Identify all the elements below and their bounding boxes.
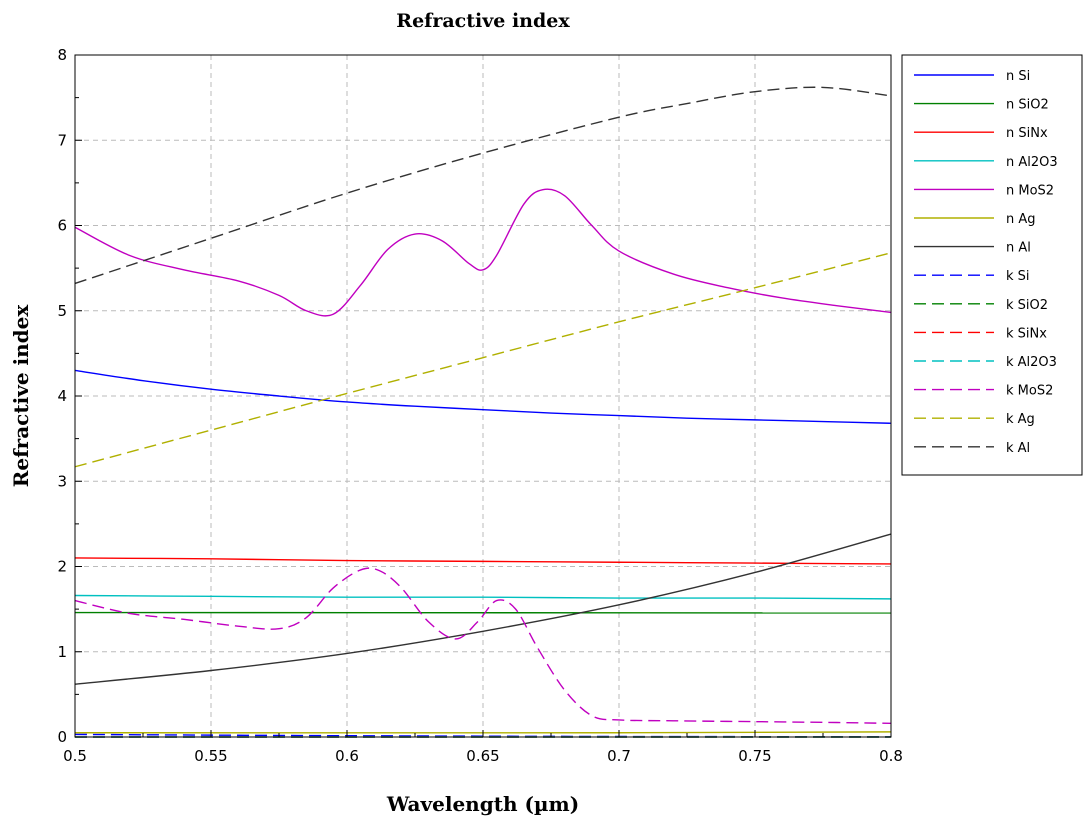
- legend-label-k-al2o3: k Al2O3: [1006, 355, 1057, 370]
- x-tick-label: 0.8: [879, 747, 903, 765]
- series-line-k-al: [74, 86, 892, 285]
- y-tick-label: 0: [57, 728, 67, 746]
- series-line-n-sinx: [74, 557, 892, 565]
- legend-label-k-si: k Si: [1006, 269, 1030, 284]
- legend-label-k-al: k Al: [1006, 441, 1030, 456]
- x-tick-label: 0.75: [738, 747, 771, 765]
- x-tick-label: 0.5: [63, 747, 87, 765]
- axis-ticks: 0.5 0.55 0.6 0.65 0.7 0.75 0.8 0 1 2 3 4 5 6 7 8: [57, 46, 902, 765]
- y-tick-label: 3: [57, 472, 67, 490]
- legend-label-n-mos2: n MoS2: [1006, 183, 1054, 198]
- legend-label-n-si: n Si: [1006, 69, 1030, 84]
- series-line-k-mos2: [74, 567, 892, 725]
- chart-title: Refractive index: [396, 10, 570, 32]
- x-tick-label: 0.55: [194, 747, 227, 765]
- series-line-k-ag: [74, 252, 892, 468]
- series-line-n-si: [74, 369, 892, 424]
- y-tick-label: 6: [57, 217, 67, 235]
- legend-label-k-ag: k Ag: [1006, 412, 1035, 427]
- legend-label-k-mos2: k MoS2: [1006, 384, 1053, 399]
- series-line-k-si: [74, 733, 892, 738]
- legend-frame: [901, 54, 1083, 476]
- legend-label-k-sio2: k SiO2: [1006, 298, 1048, 313]
- legend: n Si n SiO2 n SiNx n Al2O3 n MoS2 n Ag n Al k S…: [901, 54, 1083, 476]
- y-axis-title: Refractive index: [9, 304, 33, 488]
- legend-label-n-ag: n Ag: [1006, 212, 1036, 227]
- x-tick-label: 0.6: [335, 747, 359, 765]
- legend-label-k-sinx: k SiNx: [1006, 326, 1047, 341]
- series-line-n-al2o3: [74, 594, 892, 600]
- legend-label-n-al2o3: n Al2O3: [1006, 155, 1058, 170]
- y-tick-label: 2: [57, 558, 67, 576]
- series-line-n-mos2: [74, 188, 892, 317]
- y-tick-label: 4: [57, 387, 67, 405]
- series-line-n-ag: [74, 731, 892, 734]
- y-tick-label: 5: [57, 302, 67, 320]
- x-tick-label: 0.7: [607, 747, 631, 765]
- legend-label-n-al: n Al: [1006, 241, 1031, 256]
- y-tick-label: 8: [57, 46, 67, 64]
- x-tick-label: 0.65: [466, 747, 499, 765]
- x-axis-title: Wavelength (µm): [386, 792, 579, 816]
- y-tick-label: 1: [57, 643, 67, 661]
- legend-label-n-sio2: n SiO2: [1006, 98, 1049, 113]
- legend-label-n-sinx: n SiNx: [1006, 126, 1048, 141]
- series-line-n-al: [74, 533, 892, 685]
- y-tick-label: 7: [57, 131, 67, 149]
- grid: [75, 55, 891, 737]
